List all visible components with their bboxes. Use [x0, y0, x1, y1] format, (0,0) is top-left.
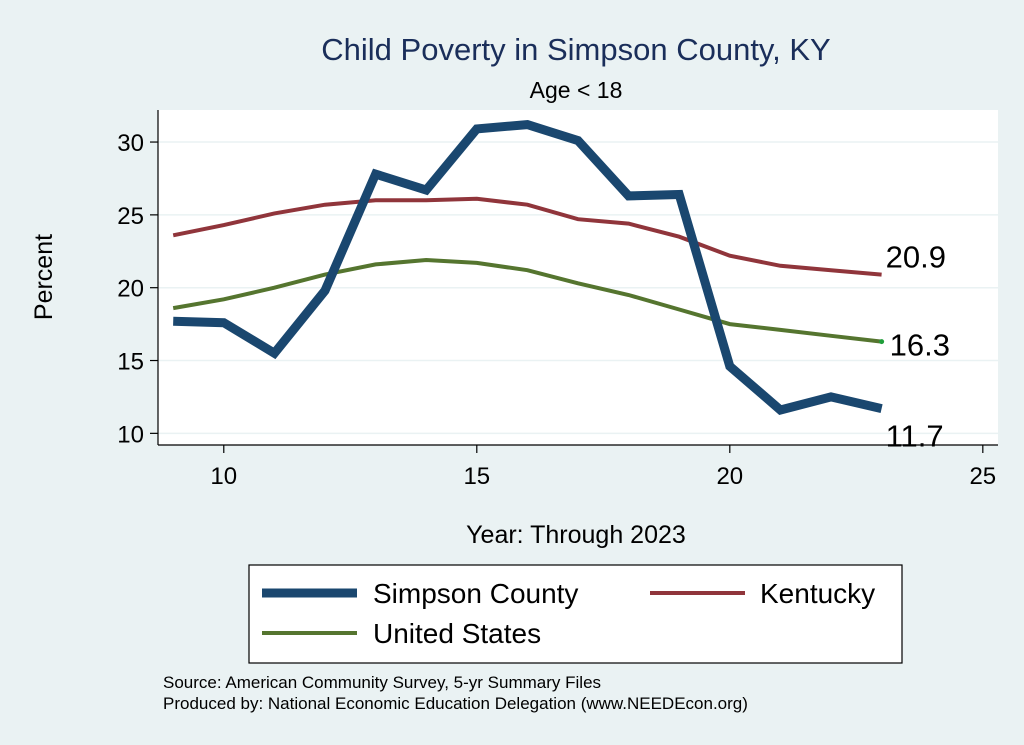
- x-tick-label: 15: [463, 463, 490, 490]
- series-line-united-states: [172, 257, 882, 344]
- series-line-simpson-county: [173, 120, 883, 415]
- x-ticks: 10 15 20 25: [210, 445, 996, 490]
- y-tick-label: 30: [117, 130, 144, 157]
- legend-label-simpson: Simpson County: [373, 578, 578, 609]
- legend-label-kentucky: Kentucky: [760, 578, 875, 609]
- legend-box: [248, 564, 903, 664]
- end-label-united-states: 16.3: [890, 328, 950, 363]
- axes: [157, 110, 998, 446]
- x-axis-label: Year: Through 2023: [466, 521, 686, 549]
- y-tick-label: 10: [117, 421, 144, 448]
- chart-title: Child Poverty in Simpson County, KY: [321, 32, 830, 67]
- x-tick-label: 20: [716, 463, 743, 490]
- end-labels: 11.7 20.9 16.3: [879, 240, 950, 454]
- y-tick-label: 15: [117, 349, 144, 376]
- chart-subtitle: Age < 18: [530, 77, 623, 103]
- y-ticks: 10 15 20 25 30: [117, 130, 158, 448]
- series-layer: [172, 120, 883, 415]
- y-tick-label: 25: [117, 203, 144, 230]
- legend: Simpson County Kentucky United States: [248, 564, 903, 664]
- end-label-simpson-county: 11.7: [886, 419, 944, 454]
- x-tick-label: 25: [969, 463, 996, 490]
- series-line-kentucky: [172, 196, 882, 277]
- end-label-kentucky: 20.9: [886, 240, 946, 275]
- end-marker-united-states: [879, 339, 885, 345]
- y-axis-label: Percent: [30, 234, 58, 320]
- plot-area: [158, 110, 998, 445]
- legend-label-us: United States: [373, 618, 541, 649]
- source-line: Source: American Community Survey, 5-yr …: [163, 673, 601, 692]
- producer-line: Produced by: National Economic Education…: [163, 694, 748, 713]
- x-tick-label: 10: [210, 463, 237, 490]
- y-tick-label: 20: [117, 276, 144, 303]
